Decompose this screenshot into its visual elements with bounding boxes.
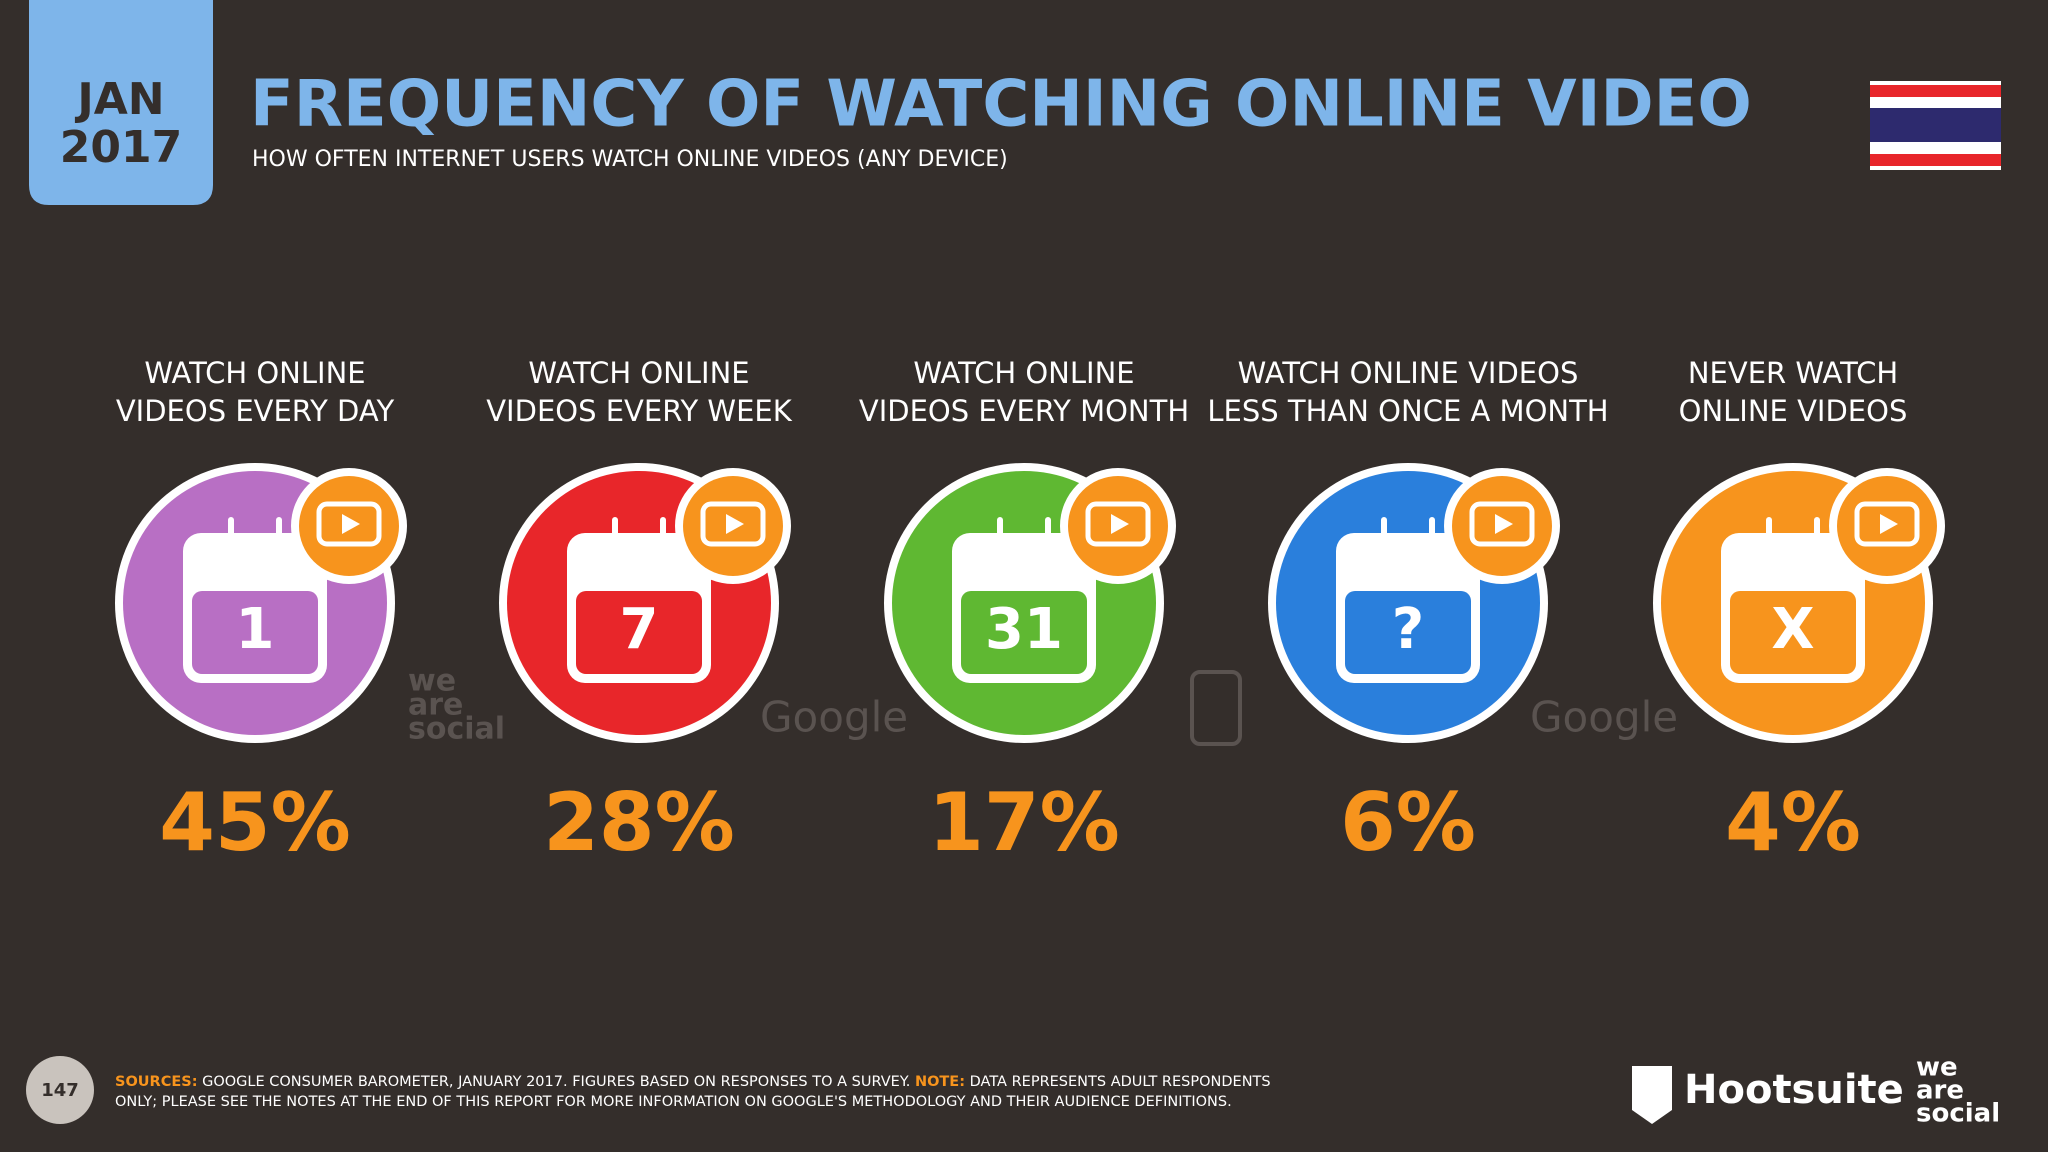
item-value: 6% — [1340, 776, 1476, 869]
watermark: social — [408, 712, 505, 747]
item-label: WATCH ONLINE — [528, 356, 749, 390]
play-screen — [700, 501, 766, 547]
play-icon — [1111, 514, 1129, 534]
note-text: ONLY; PLEASE SEE THE NOTES AT THE END OF… — [115, 1094, 1232, 1110]
item-label: WATCH ONLINE — [913, 356, 1134, 390]
page-number-badge — [26, 1056, 94, 1124]
calendar-ring — [1814, 517, 1820, 541]
brand-2: we are social — [1916, 1053, 2000, 1129]
flag — [1870, 81, 2001, 170]
item-value: 28% — [543, 776, 734, 869]
calendar-ring — [612, 517, 618, 541]
play-screen — [1469, 501, 1535, 547]
calendar-ring — [997, 517, 1003, 541]
subtitle: HOW OFTEN INTERNET USERS WATCH ONLINE VI… — [252, 147, 1008, 172]
calendar-bottom — [192, 591, 318, 674]
calendar-ring — [1766, 517, 1772, 541]
calendar-bottom — [1730, 591, 1856, 674]
brand-2-line: are — [1916, 1076, 1964, 1106]
watermark: we — [408, 664, 456, 699]
play-screen — [1085, 501, 1151, 547]
calendar-ring — [1045, 517, 1051, 541]
calendar-text: 7 — [620, 597, 659, 662]
item-label: ONLINE VIDEOS — [1679, 394, 1908, 428]
calendar-bottom — [576, 591, 702, 674]
calendar-ring — [276, 517, 282, 541]
calendar-ring — [1429, 517, 1435, 541]
flag-red — [1870, 154, 2001, 166]
item-label: WATCH ONLINE VIDEOS — [1238, 356, 1579, 390]
item-value: 17% — [928, 776, 1119, 869]
calendar-text: ? — [1392, 597, 1424, 662]
play-screen — [1854, 501, 1920, 547]
watermark: are — [408, 688, 463, 723]
calendar-ring — [228, 517, 234, 541]
calendar-text: 1 — [236, 597, 275, 662]
calendar-ring — [660, 517, 666, 541]
hootsuite-owl — [1632, 1066, 1672, 1124]
watermark: Google — [760, 693, 908, 742]
calendar-text: 31 — [985, 597, 1063, 662]
items: WATCH ONLINE VIDEOS EVERY DAY 1 45% WATCH ON… — [115, 356, 1945, 869]
brand: Hootsuite — [1684, 1067, 1904, 1113]
brand-2-line: we — [1916, 1053, 1958, 1083]
item-value: 45% — [159, 776, 350, 869]
brand-2-line: social — [1916, 1099, 2000, 1129]
item-label: VIDEOS EVERY DAY — [116, 394, 395, 428]
date-box — [29, 0, 213, 205]
page-number: 147 — [41, 1080, 79, 1101]
date-year: 2017 — [60, 122, 182, 173]
sources-label: SOURCES: — [115, 1074, 198, 1090]
sources: SOURCES: GOOGLE CONSUMER BAROMETER, JANU… — [115, 1074, 1271, 1090]
calendar-text: X — [1771, 597, 1814, 662]
play-icon — [342, 514, 360, 534]
play-icon — [726, 514, 744, 534]
item-label: LESS THAN ONCE A MONTH — [1207, 394, 1608, 428]
watermarks: we are social Google Google — [408, 664, 1678, 747]
note-text: DATA REPRESENTS ADULT RESPONDENTS — [970, 1074, 1271, 1090]
item-label: NEVER WATCH — [1688, 356, 1898, 390]
watermark: Google — [1530, 693, 1678, 742]
play-icon — [1495, 514, 1513, 534]
note-label: NOTE: — [915, 1074, 965, 1090]
calendar-ring — [1381, 517, 1387, 541]
play-screen — [316, 501, 382, 547]
item-value: 4% — [1725, 776, 1861, 869]
sources-text: GOOGLE CONSUMER BAROMETER, JANUARY 2017.… — [202, 1074, 910, 1090]
flag-red — [1870, 85, 2001, 97]
item-label: WATCH ONLINE — [144, 356, 365, 390]
item-label: VIDEOS EVERY MONTH — [859, 394, 1189, 428]
date-month: JAN — [74, 74, 164, 125]
calendar-bottom — [961, 591, 1087, 674]
watermark-owl — [1190, 670, 1242, 746]
item-label: VIDEOS EVERY WEEK — [486, 394, 793, 428]
calendar-bottom — [1345, 591, 1471, 674]
title: FREQUENCY OF WATCHING ONLINE VIDEO — [250, 68, 1752, 142]
play-icon — [1880, 514, 1898, 534]
flag-blue — [1870, 108, 2001, 142]
